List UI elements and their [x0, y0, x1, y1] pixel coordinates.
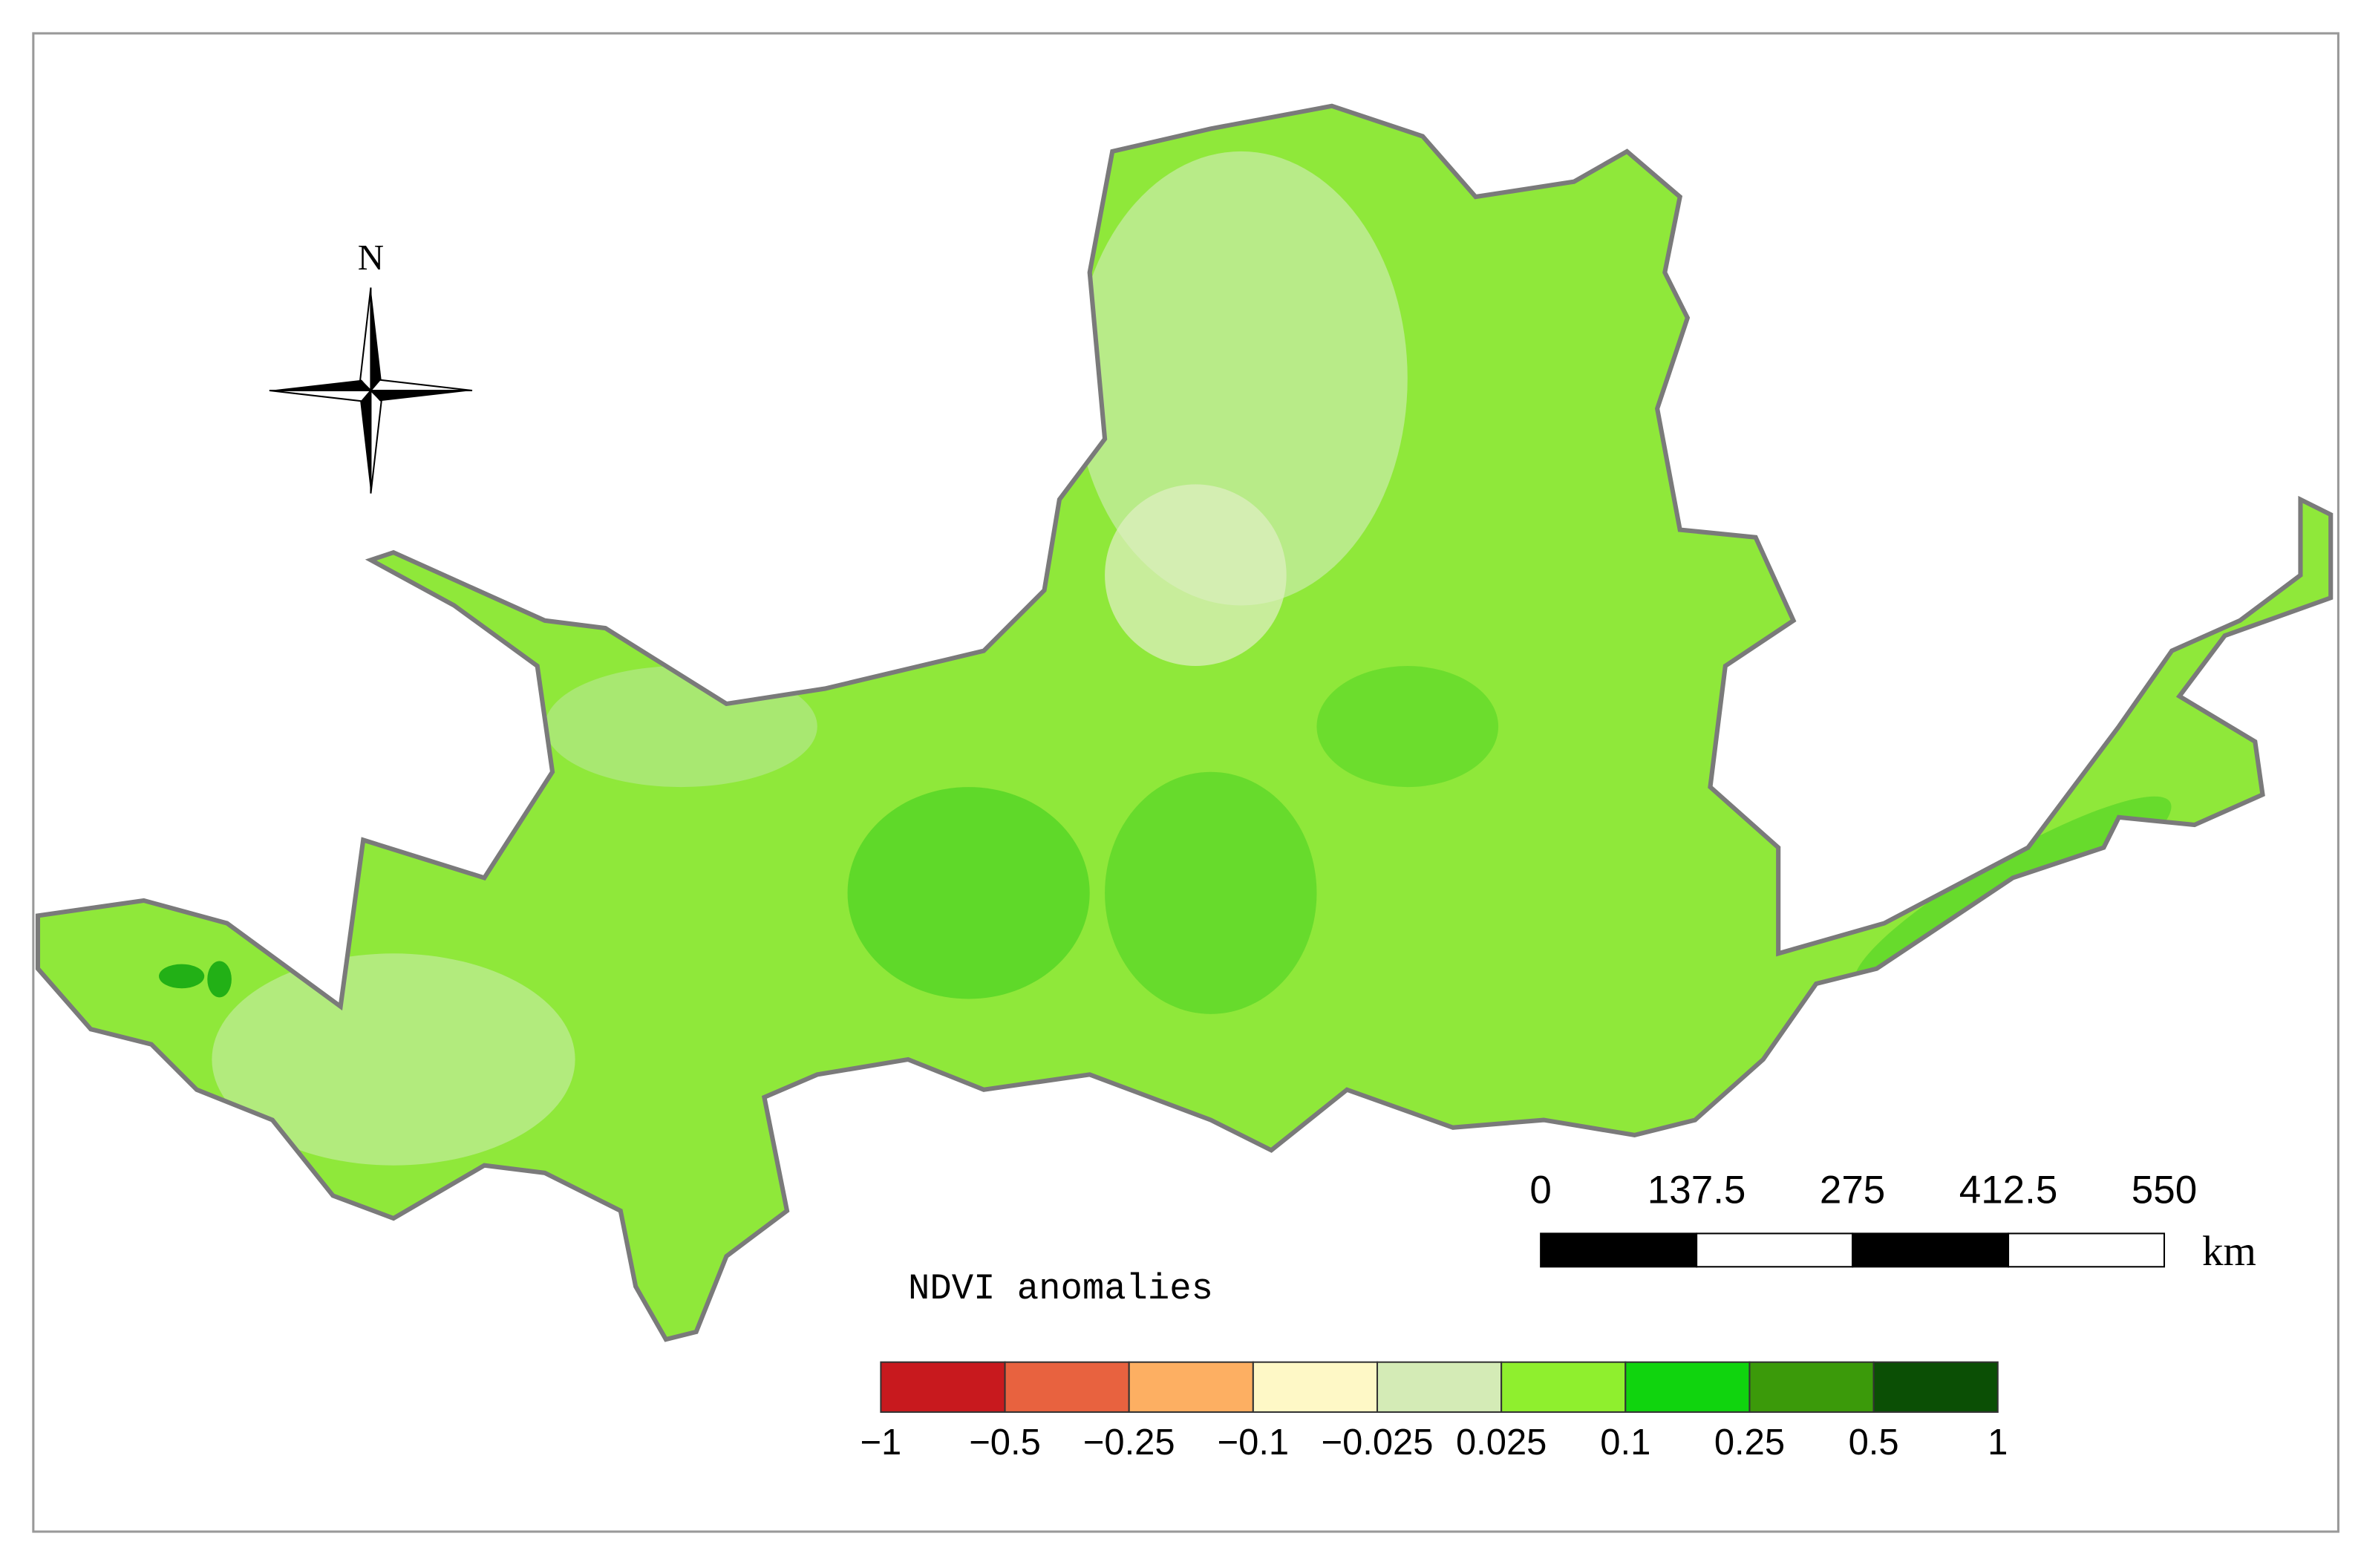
legend-swatch [1252, 1361, 1379, 1413]
scale-segment [2008, 1232, 2166, 1268]
legend-break: 0.25 [1714, 1422, 1785, 1463]
scale-segment [1852, 1232, 2010, 1268]
legend-break: 0.1 [1600, 1422, 1650, 1463]
scale-unit: km [2202, 1228, 2256, 1275]
legend-swatch [1128, 1361, 1254, 1413]
north-label: N [358, 237, 384, 278]
legend-break: −0.5 [969, 1422, 1041, 1463]
legend-swatch [880, 1361, 1006, 1413]
scale-label: 275 [1820, 1169, 1885, 1212]
legend-break: −0.1 [1218, 1422, 1290, 1463]
scale-label: 0 [1529, 1169, 1551, 1212]
legend-swatch [1500, 1361, 1627, 1413]
legend-break: −1 [861, 1422, 902, 1463]
legend-break: 0.5 [1849, 1422, 1899, 1463]
legend-break: −0.25 [1083, 1422, 1175, 1463]
legend-break: −0.025 [1322, 1422, 1434, 1463]
legend: NDVI anomalies −1 −0.5 −0.25 −0.1 −0.025 0.02… [861, 1268, 2008, 1463]
legend-swatch [1004, 1361, 1130, 1413]
scale-segment [1540, 1232, 1698, 1268]
scale-label: 137.5 [1648, 1169, 1746, 1212]
legend-break: 0.025 [1456, 1422, 1547, 1463]
legend-swatch [1872, 1361, 1999, 1413]
legend-title: NDVI anomalies [908, 1268, 1213, 1310]
legend-swatch [1624, 1361, 1751, 1413]
north-arrow: N [269, 237, 473, 494]
scale-label: 412.5 [1959, 1169, 2058, 1212]
scale-label: 550 [2132, 1169, 2197, 1212]
legend-swatch [1376, 1361, 1503, 1413]
scale-segment [1696, 1232, 1854, 1268]
legend-swatch [1748, 1361, 1875, 1413]
legend-break: 1 [1988, 1422, 2008, 1463]
